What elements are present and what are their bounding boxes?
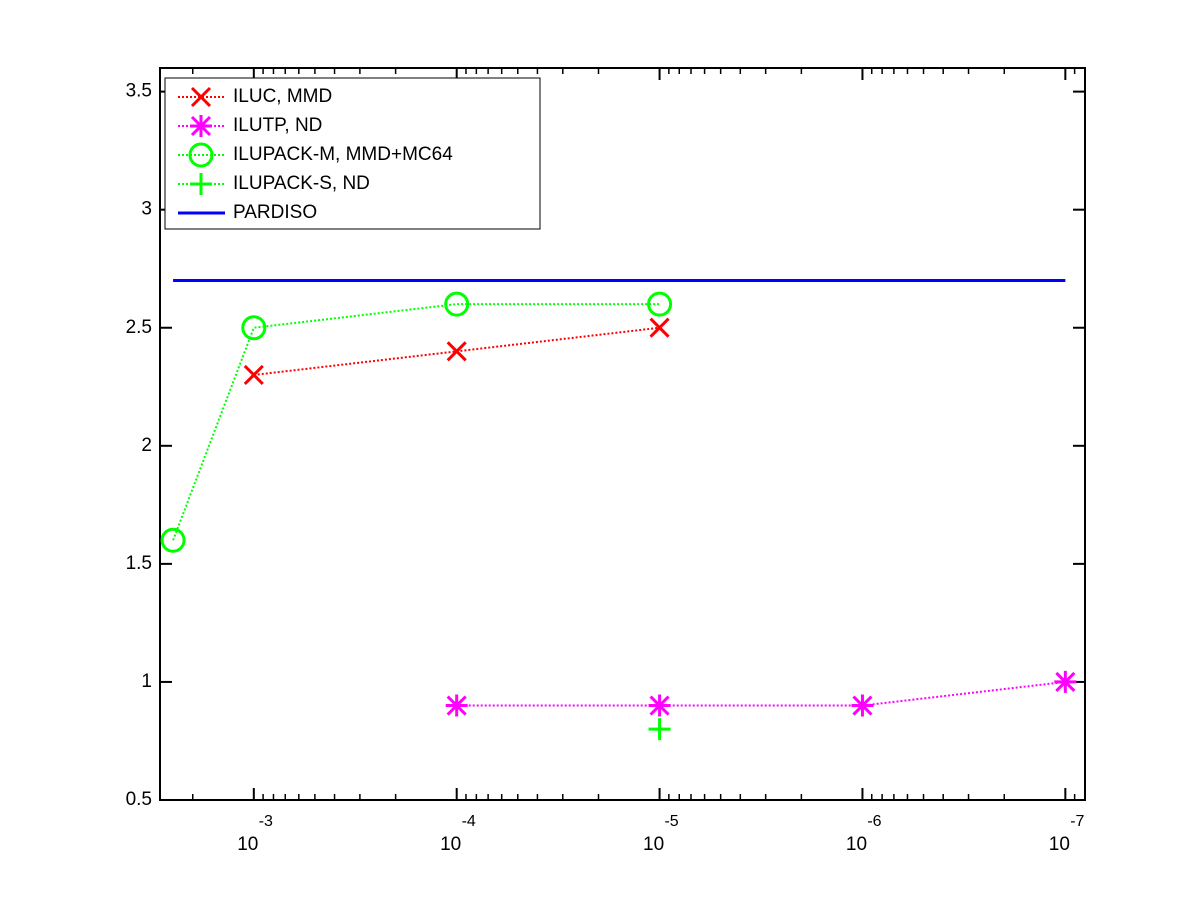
x-tick-exponent: -3 xyxy=(259,813,273,830)
marker xyxy=(648,694,671,717)
y-tick-label: 2.5 xyxy=(126,317,152,338)
marker xyxy=(851,694,874,717)
marker xyxy=(241,315,267,341)
legend-label: ILUTP, ND xyxy=(233,115,322,136)
marker xyxy=(1054,670,1077,693)
y-tick-label: 1.5 xyxy=(126,553,152,574)
series-line xyxy=(172,303,660,541)
legend-label: ILUC, MMD xyxy=(233,86,332,107)
legend-marker xyxy=(190,115,212,137)
y-tick-label: 3 xyxy=(141,199,152,220)
y-tick-label: 2 xyxy=(141,435,152,456)
legend-marker xyxy=(188,142,214,168)
x-tick-label: 10 xyxy=(440,834,461,855)
legend-marker xyxy=(190,173,212,195)
x-tick-label: 10 xyxy=(846,834,867,855)
legend-label: ILUPACK-M, MMD+MC64 xyxy=(233,144,453,165)
x-tick-exponent: -6 xyxy=(867,813,881,830)
legend-label: ILUPACK-S, ND xyxy=(233,173,370,194)
marker xyxy=(243,364,264,386)
marker xyxy=(648,718,671,741)
y-tick-label: 1 xyxy=(141,671,152,692)
plot-frame xyxy=(159,67,1086,801)
marker xyxy=(647,291,673,317)
x-tick-label: 10 xyxy=(237,834,258,855)
y-tick-label: 0.5 xyxy=(126,789,152,810)
x-tick-label: 10 xyxy=(643,834,664,855)
marker xyxy=(446,341,467,362)
x-tick-exponent: -7 xyxy=(1070,813,1084,830)
legend: ILUC, MMD ILUTP, ND ILUPACK-M, MMD+MC64 ILU… xyxy=(164,77,541,230)
legend-label: PARDISO xyxy=(233,202,317,223)
marker xyxy=(445,694,468,717)
marker xyxy=(160,527,186,553)
x-tick-label: 10 xyxy=(1049,834,1070,855)
x-tick-exponent: -4 xyxy=(462,813,476,830)
x-tick-exponent: -5 xyxy=(664,813,678,830)
y-tick-label: 3.5 xyxy=(126,81,152,102)
marker xyxy=(649,317,670,338)
series-line xyxy=(456,680,1066,707)
legend-marker xyxy=(190,86,212,108)
legend-box xyxy=(164,77,541,230)
marker xyxy=(444,291,470,317)
